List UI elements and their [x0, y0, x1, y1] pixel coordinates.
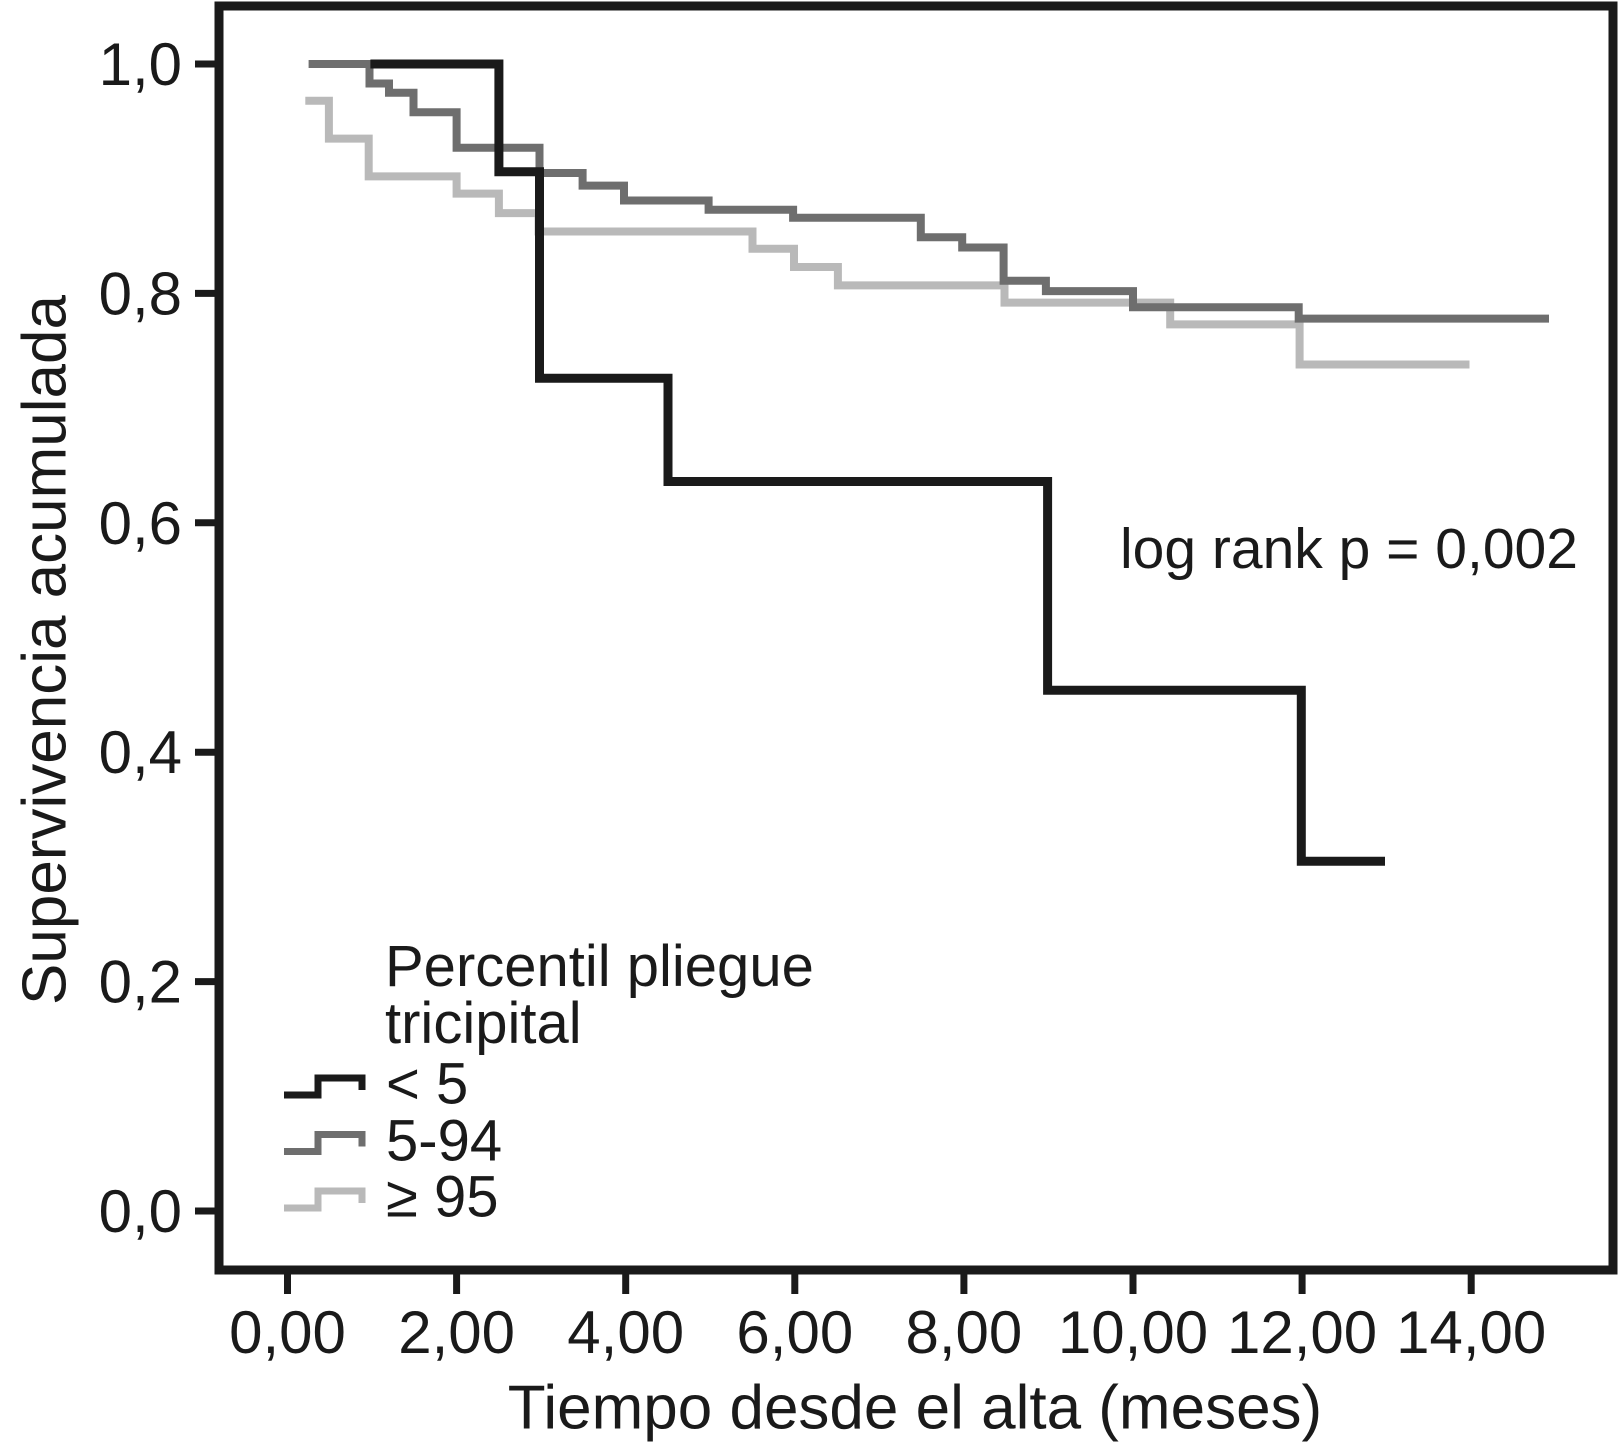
- y-tick-label: 0,0: [99, 1178, 182, 1245]
- x-tick-label: 4,00: [567, 1299, 684, 1366]
- survival-curves: [305, 59, 1549, 866]
- legend-title-line-2: tricipital: [385, 991, 582, 1056]
- plot-border: [214, 1, 1618, 1275]
- legend-glyph-lt5: [284, 1074, 366, 1099]
- log-rank-annotation: log rank p = 0,002: [1120, 517, 1578, 581]
- y-tick-label: 0,2: [99, 949, 182, 1016]
- y-tick-label: 0,8: [99, 260, 182, 327]
- axis-tick-labels: 1,0 0,8 0,6 0,4 0,2 0,0 0,00 2,00 4,00 6,00 8,00 10…: [99, 31, 1547, 1366]
- legend-title-line-1: Percentil pliegue: [385, 934, 814, 999]
- km-curve-ge95: [305, 96, 1470, 369]
- x-tick-label: 6,00: [736, 1299, 853, 1366]
- legend-label-ge95: ≥ 95: [386, 1164, 499, 1230]
- y-axis-title: Supervivencia acumulada: [10, 295, 80, 1005]
- x-tick-label: 12,00: [1227, 1299, 1377, 1366]
- legend-label-lt5: < 5: [386, 1051, 469, 1117]
- legend-step-glyphs: [284, 1074, 366, 1212]
- x-axis-title: Tiempo desde el alta (meses): [507, 1373, 1323, 1443]
- x-tick-label: 0,00: [229, 1299, 346, 1366]
- legend-label-5-94: 5-94: [386, 1108, 503, 1174]
- x-tick-label: 14,00: [1396, 1299, 1546, 1366]
- axis-ticks: [195, 60, 1475, 1294]
- x-tick-label: 2,00: [398, 1299, 515, 1366]
- legend-glyph-ge95: [284, 1187, 366, 1212]
- x-tick-label: 10,00: [1058, 1299, 1208, 1366]
- legend-title: Percentil pliegue tricipital: [385, 934, 814, 1056]
- legend-glyph-p5to94: [284, 1131, 366, 1155]
- y-tick-label: 0,6: [99, 490, 182, 557]
- y-tick-label: 0,4: [99, 719, 182, 786]
- y-tick-label: 1,0: [99, 31, 182, 98]
- x-tick-label: 8,00: [906, 1299, 1023, 1366]
- km-curve-p5to94: [308, 60, 1549, 323]
- km-curve-lt5: [370, 59, 1385, 866]
